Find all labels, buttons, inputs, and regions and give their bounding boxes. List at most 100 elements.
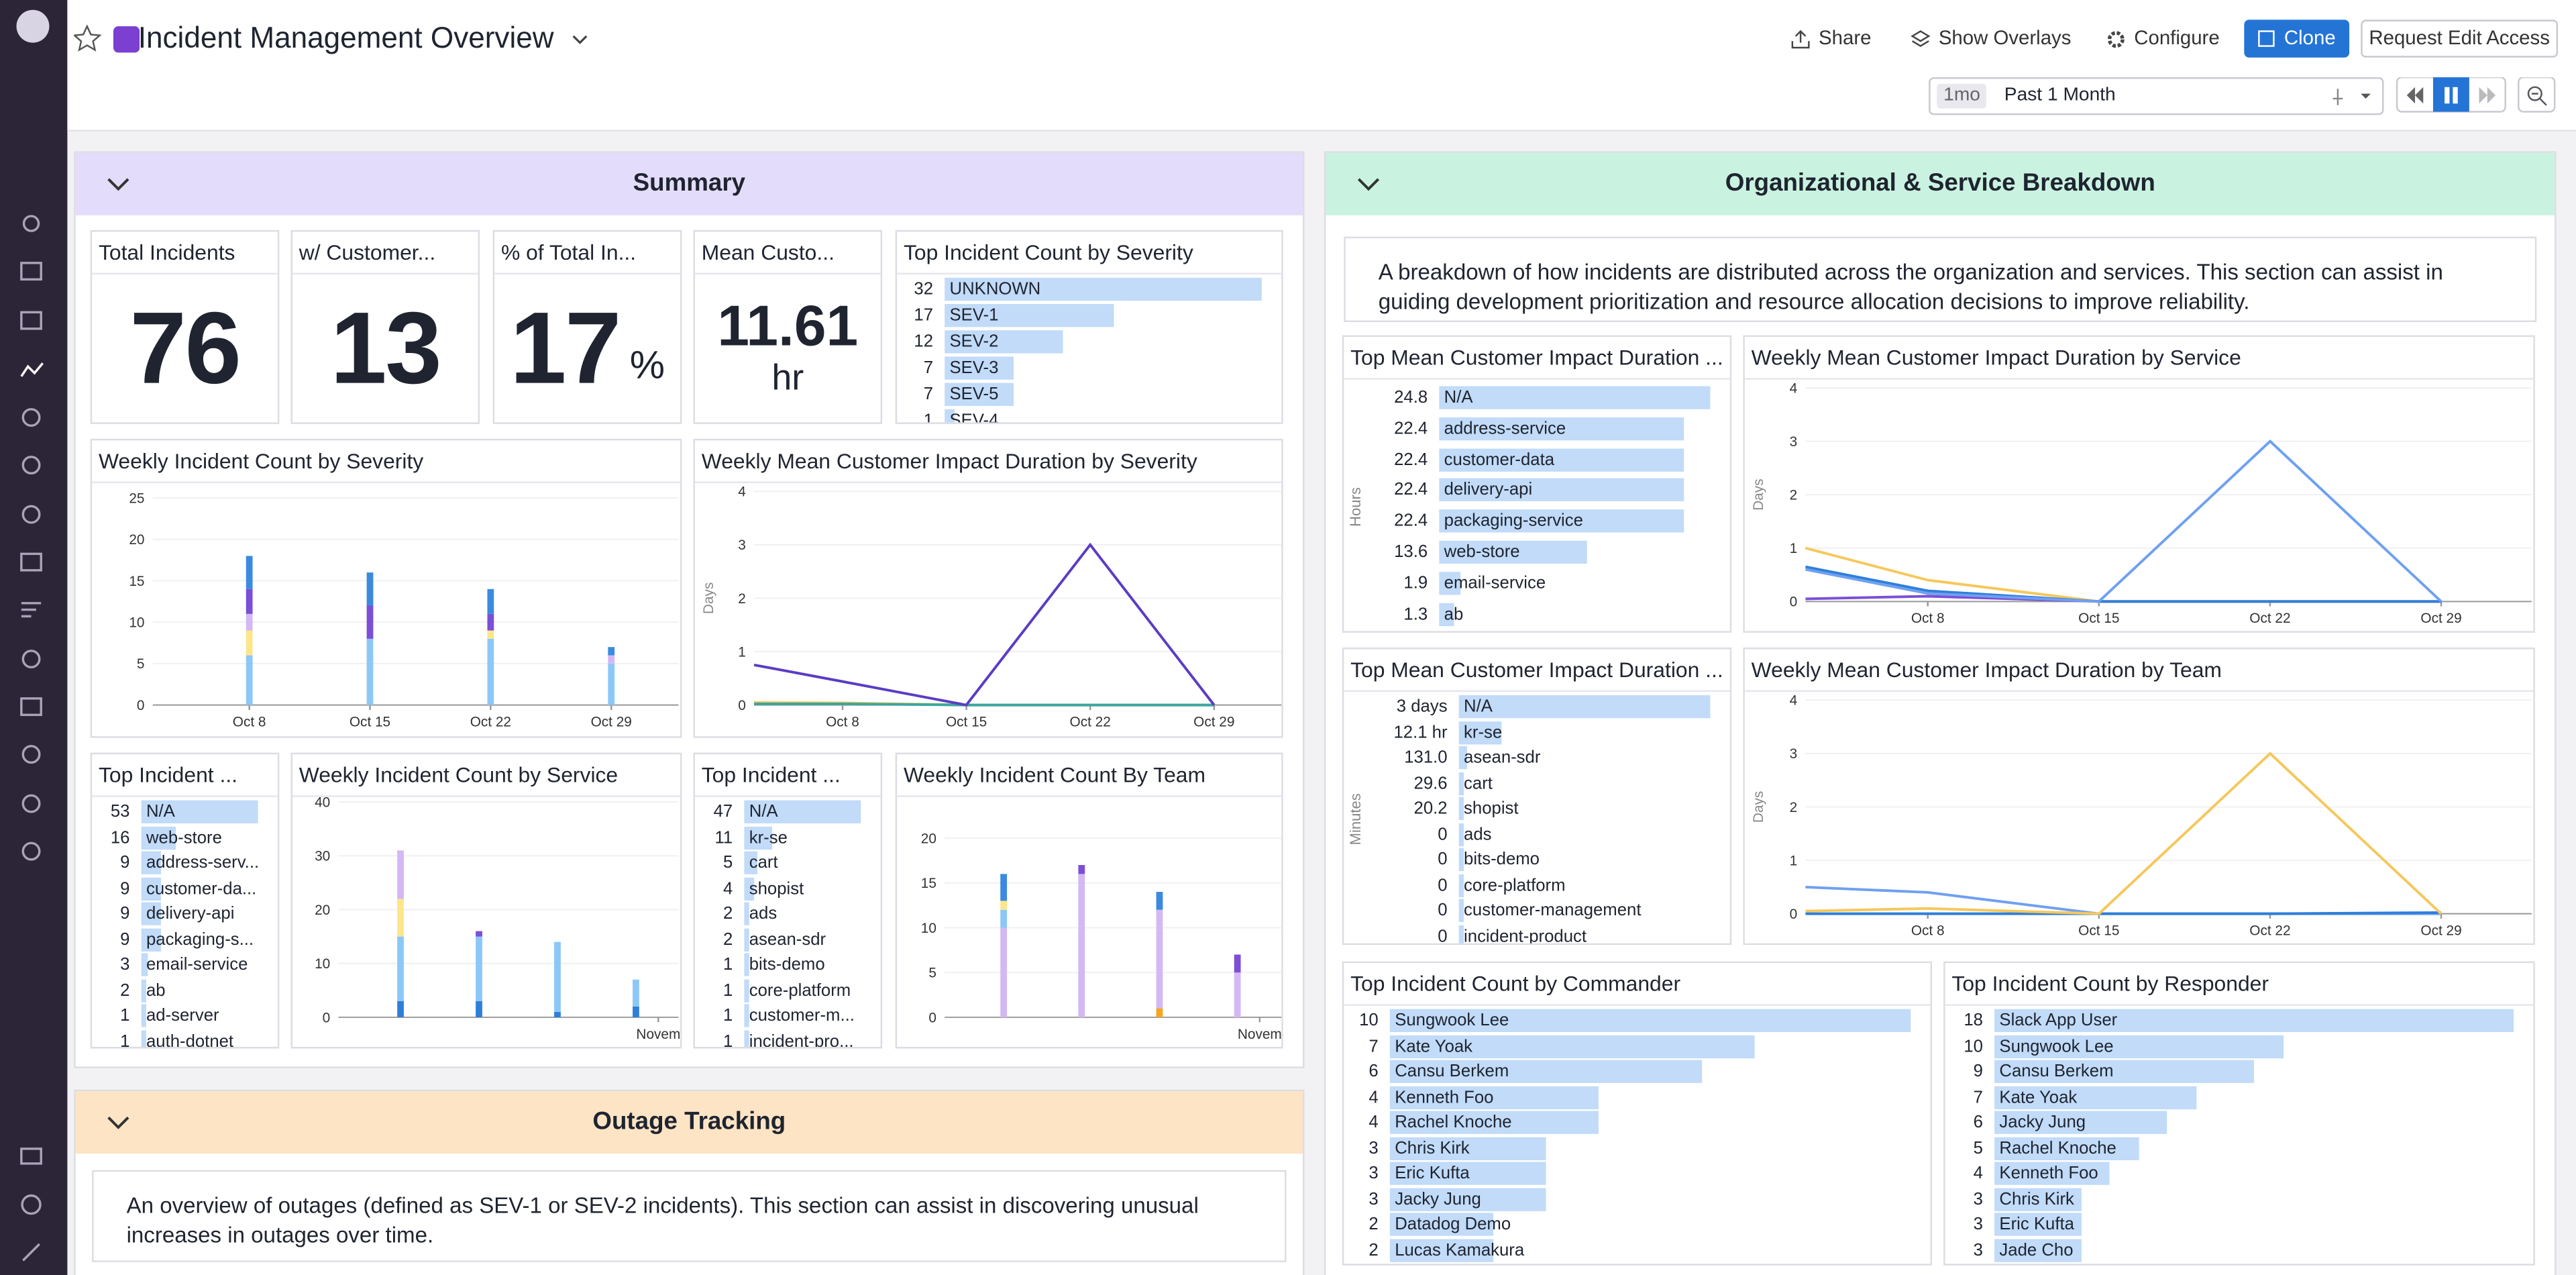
- bar-segment: [554, 941, 561, 1012]
- title-chevron[interactable]: [570, 32, 590, 48]
- item-value: 12.1 hr: [1393, 722, 1448, 742]
- time-range: Past 1 Month: [2004, 85, 2116, 105]
- line-series: [1805, 546, 2441, 603]
- item-value: 0: [1438, 875, 1448, 895]
- widget: Top Incident ... 53 N/A 16 web-store 9 address…: [90, 752, 280, 1049]
- y-axis-label: Minutes: [1347, 793, 1364, 845]
- item-bar: [141, 1029, 146, 1048]
- overlays-button[interactable]: Show Overlays: [1911, 19, 2071, 57]
- bar-segment: [1078, 865, 1085, 874]
- item-bar: [1994, 1213, 2082, 1236]
- item-bar: [1458, 695, 1711, 719]
- widget: Top Mean Customer Impact Duration ... Hou…: [1342, 335, 1732, 633]
- item-bar: [744, 953, 749, 976]
- nav-icon[interactable]: [21, 650, 41, 669]
- clone-button[interactable]: Clone: [2244, 19, 2350, 58]
- y-label: Days: [1751, 478, 1766, 510]
- y-tick-label: 20: [315, 903, 330, 918]
- nav-icon[interactable]: [21, 408, 41, 427]
- item-value: 22.4: [1394, 450, 1428, 470]
- pause-button[interactable]: [2432, 77, 2469, 112]
- item-bar: [1994, 1060, 2255, 1083]
- item-value: 7: [1368, 1036, 1379, 1056]
- forward-button[interactable]: [2479, 87, 2496, 104]
- widget: Weekly Mean Customer Impact Duration by …: [1743, 335, 2535, 633]
- nav-icon[interactable]: [20, 262, 42, 281]
- unit: %: [629, 343, 665, 388]
- collapse-toggle[interactable]: [1357, 176, 1380, 192]
- y-label: Days: [701, 582, 716, 614]
- nav-icon[interactable]: [22, 1243, 40, 1262]
- item-value: 0: [1438, 824, 1448, 844]
- favorite-star[interactable]: [74, 24, 102, 52]
- title-divider: [92, 272, 278, 274]
- rewind-button[interactable]: [2406, 87, 2424, 104]
- y-tick-label: 2: [1790, 487, 1798, 503]
- widget: Weekly Mean Customer Impact Duration by …: [693, 438, 1283, 738]
- item-value: 3: [1368, 1137, 1379, 1158]
- title-divider: [1344, 378, 1730, 380]
- zoom-button[interactable]: [2518, 77, 2556, 113]
- y-tick-label: 0: [928, 1010, 936, 1025]
- dashboard-title[interactable]: Incident Management Overview: [138, 21, 554, 54]
- item-value: 12: [914, 332, 934, 352]
- x-tick-label: Oct 15: [2078, 923, 2119, 938]
- nav-icon[interactable]: [21, 1194, 42, 1215]
- y-tick-label: 4: [1790, 380, 1798, 396]
- nav-icon[interactable]: [21, 602, 42, 618]
- nav-icon[interactable]: [20, 362, 44, 377]
- nav-icon[interactable]: [20, 311, 42, 330]
- widget-title: Weekly Incident Count by Severity: [98, 448, 424, 474]
- item-value: 1: [120, 1031, 130, 1049]
- query-value: 11.61 hr: [695, 274, 881, 422]
- section-header: Outage Tracking: [75, 1091, 1303, 1154]
- y-label: Hours: [1347, 487, 1364, 527]
- item-label: incident-product: [1464, 926, 1587, 946]
- nav-icon[interactable]: [20, 552, 42, 572]
- collapse-toggle[interactable]: [107, 176, 129, 192]
- bar-segment: [246, 655, 253, 705]
- item-label: Jade Cho: [1999, 1239, 2074, 1260]
- share-button[interactable]: Share: [1790, 19, 1871, 57]
- item-bar: [1458, 822, 1464, 846]
- widget: Weekly Incident Count By Team 0 5 10 15 20 Nov…: [895, 752, 1283, 1049]
- item-value: 10: [1359, 1011, 1379, 1031]
- configure-button[interactable]: Configure: [2106, 19, 2220, 57]
- item-value: 47: [713, 802, 733, 822]
- bar-segment: [1000, 874, 1008, 901]
- item-bar: [1389, 1187, 1546, 1211]
- widget: w/ Customer... 13: [290, 230, 480, 424]
- nav-icon[interactable]: [21, 794, 41, 813]
- item-value: 9: [120, 853, 130, 873]
- time-picker[interactable]: 1mo Past 1 Month: [1929, 77, 2384, 115]
- x-tick-label: Oct 22: [2249, 611, 2290, 626]
- bar-segment: [608, 655, 615, 664]
- item-label: Jacky Jung: [1395, 1188, 1481, 1209]
- item-value: 24.8: [1394, 387, 1428, 408]
- edit-access-button[interactable]: Request Edit Access: [2361, 19, 2559, 58]
- logo[interactable]: [16, 9, 50, 43]
- item-bar: [1389, 1162, 1546, 1185]
- item-value: 22.4: [1394, 480, 1428, 501]
- nav-icon[interactable]: [22, 215, 40, 232]
- nav-icon[interactable]: [20, 697, 42, 717]
- collapse-toggle[interactable]: [107, 1114, 129, 1130]
- nav-icon[interactable]: [21, 745, 41, 764]
- item-bar: [744, 1004, 749, 1027]
- item-value: 131.0: [1404, 748, 1448, 768]
- item-label: Sungwook Lee: [1999, 1036, 2114, 1056]
- nav-icon[interactable]: [20, 1148, 42, 1165]
- x-tick-label: Novem: [1238, 1027, 1282, 1042]
- item-label: N/A: [146, 802, 175, 822]
- item-value: 6: [1973, 1112, 1983, 1133]
- nav-icon[interactable]: [21, 456, 41, 475]
- item-bar: [1994, 1085, 2197, 1109]
- item-label: SEV-4: [949, 411, 999, 424]
- widget: Weekly Incident Count by Severity 0 5 10 15 2…: [90, 438, 682, 738]
- x-tick-label: Oct 29: [2420, 923, 2461, 938]
- nav-icon[interactable]: [21, 842, 41, 861]
- dashboard-logo: [113, 26, 140, 53]
- y-tick-label: 0: [323, 1010, 331, 1025]
- nav-icon[interactable]: [21, 505, 41, 524]
- widget: Top Incident ... 47 N/A 11 kr-se 5 cart 4 shopis…: [693, 752, 883, 1049]
